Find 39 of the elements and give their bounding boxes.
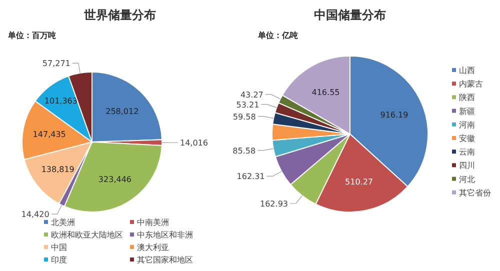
data-label: 14,420 (21, 210, 50, 220)
data-label: 138,819 (41, 164, 74, 174)
legend-label: 内蒙古 (459, 80, 483, 89)
legend-label: 印度 (51, 256, 67, 264)
chart-title: 世界储量分布 (83, 8, 156, 22)
chart-subtitle: 单位：百万吨 (7, 31, 56, 40)
data-label: 162.93 (260, 199, 288, 208)
legend-label: 澳大利亚 (137, 243, 169, 252)
data-label: 162.31 (236, 172, 265, 182)
legend-label: 安徽 (459, 134, 475, 143)
legend-label: 河北 (459, 174, 475, 184)
legend-label: 其它省份 (459, 188, 491, 198)
data-label: 57,271 (42, 59, 70, 68)
legend-label: 陕西 (459, 93, 475, 102)
data-label: 43.27 (240, 90, 264, 100)
data-label: 14,016 (180, 138, 208, 148)
data-label: 323,446 (98, 174, 132, 184)
data-label: 147,435 (32, 130, 66, 139)
data-label: 916.19 (380, 110, 408, 120)
data-label: 59.58 (232, 112, 256, 122)
legend-label: 北美洲 (51, 218, 75, 227)
chart-subtitle: 单位：亿吨 (257, 31, 298, 40)
legend-label: 中东地区和非洲 (137, 230, 193, 240)
data-label: 101,363 (44, 96, 78, 106)
chart-title: 中国储量分布 (314, 8, 386, 22)
legend-label: 中国 (51, 243, 67, 252)
legend-label: 中南美洲 (137, 218, 169, 227)
data-label: 85.58 (232, 146, 256, 156)
data-label: 510.27 (345, 178, 374, 187)
legend-label: 新疆 (459, 106, 475, 116)
legend-label: 云南 (459, 148, 475, 157)
data-label: 53.21 (236, 100, 260, 110)
legend-label: 其它国家和地区 (137, 256, 193, 264)
legend-label: 欧洲和欧亚大陆地区 (51, 230, 123, 240)
data-label: 416.55 (312, 88, 340, 98)
data-label: 258,012 (106, 106, 139, 116)
legend-label: 山西 (459, 66, 475, 75)
legend-label: 四川 (459, 161, 475, 170)
legend-label: 河南 (459, 120, 475, 130)
